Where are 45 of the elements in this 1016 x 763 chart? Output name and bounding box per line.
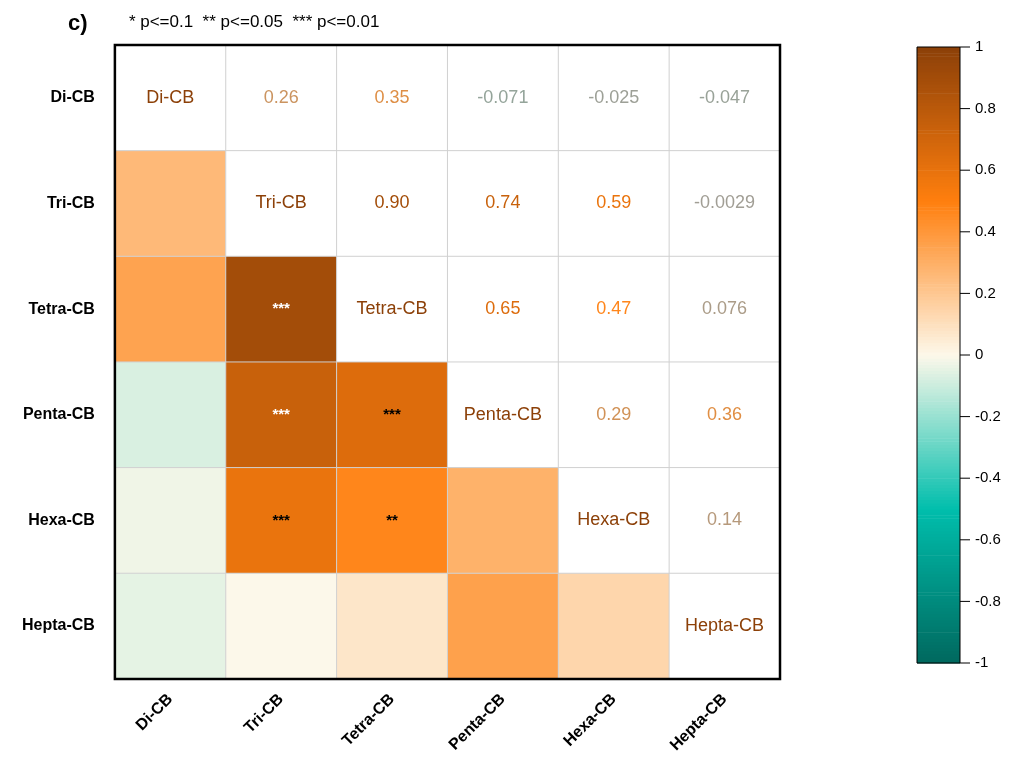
text: 0.47 — [596, 298, 632, 319]
color-bar-label: 1 — [975, 37, 984, 55]
y-tick-label: Hexa-CB — [28, 510, 95, 528]
color-bar-label: -0.2 — [975, 406, 1001, 424]
color-bar-label: -0.8 — [975, 591, 1001, 609]
text: Tri-CB — [255, 192, 307, 213]
chart-title: c) — [68, 10, 88, 35]
color-bar-label: 0.6 — [975, 160, 996, 178]
text: 0.36 — [707, 403, 743, 424]
data-label: *** — [272, 404, 291, 422]
text: -0.0029 — [694, 192, 756, 213]
text: 0.26 — [263, 86, 299, 107]
text: 0.076 — [702, 298, 748, 319]
text: 0.90 — [374, 192, 410, 213]
text: -0.025 — [588, 86, 640, 107]
color-bar-label: 0.2 — [975, 283, 996, 301]
y-tick-label: Tri-CB — [46, 193, 95, 211]
text: -0.071 — [477, 86, 529, 107]
y-tick-label: Penta-CB — [22, 405, 95, 423]
data-label: *** — [272, 510, 291, 528]
text: Hepta-CB — [685, 615, 765, 636]
text: 0.35 — [374, 86, 410, 107]
text: Penta-CB — [463, 403, 542, 424]
color-bar-label: 0.8 — [975, 98, 996, 116]
color-bar-label: -0.6 — [975, 529, 1001, 547]
color-bar-label: 0 — [975, 345, 984, 363]
color-bar-label: -1 — [975, 653, 989, 671]
data-label: ** — [386, 510, 399, 528]
y-tick-label: Tetra-CB — [28, 299, 95, 317]
data-label: *** — [272, 299, 291, 317]
text: 0.65 — [485, 298, 521, 319]
text: 0.74 — [485, 192, 521, 213]
data-label: *** — [383, 404, 401, 422]
color-bar-label: 0.4 — [975, 221, 996, 239]
y-tick-label: Hepta-CB — [22, 616, 95, 634]
text: Hexa-CB — [577, 509, 651, 530]
color-bar-label: -0.4 — [975, 468, 1001, 486]
text: Di-CB — [146, 86, 195, 107]
text: Tetra-CB — [356, 298, 428, 319]
y-tick-label: Di-CB — [50, 88, 95, 106]
text: 0.14 — [707, 509, 743, 530]
chart-subtitle: * p<=0.1 ** p<=0.05 *** p<=0.01 — [128, 12, 380, 31]
text: 0.29 — [596, 403, 632, 424]
text: 0.59 — [596, 192, 632, 213]
text: -0.047 — [699, 86, 751, 107]
